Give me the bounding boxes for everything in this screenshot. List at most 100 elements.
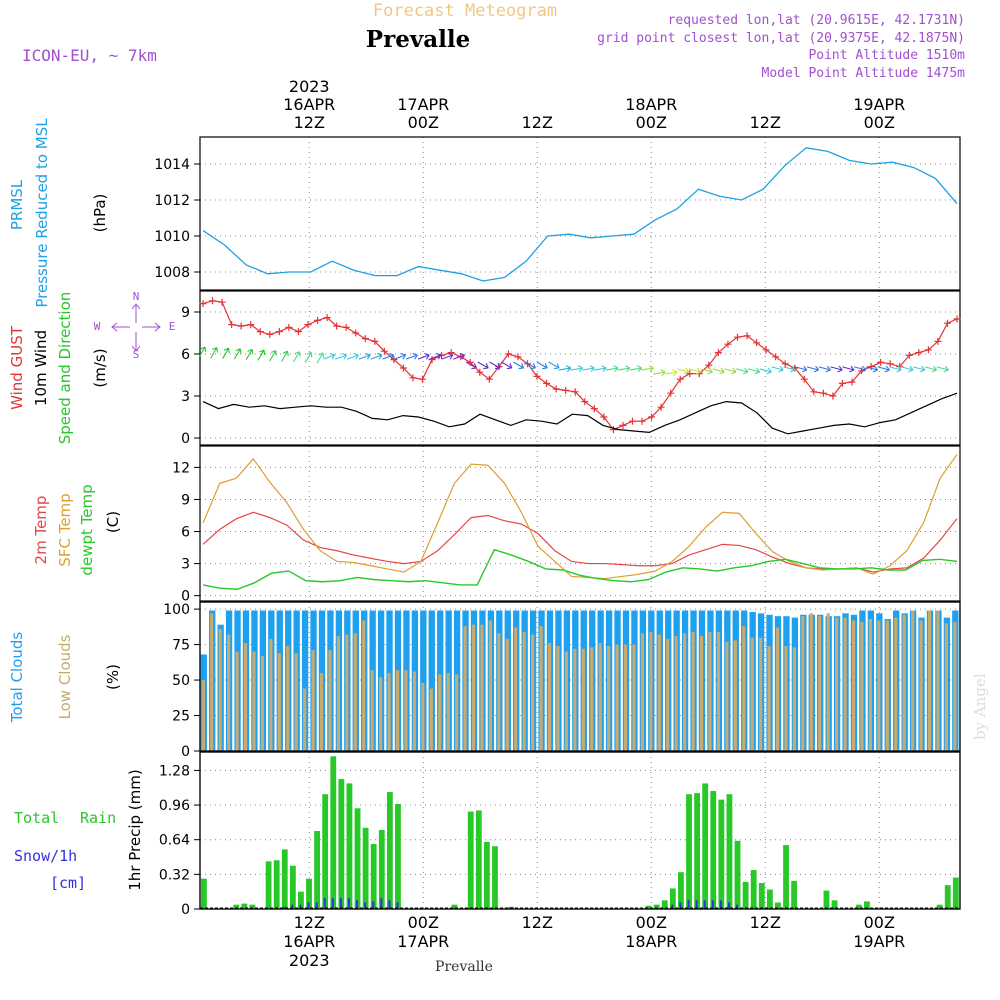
wind-gust-label: Wind GUST	[8, 325, 26, 410]
rain-bar	[758, 883, 765, 909]
wind-arrow-shape	[936, 365, 949, 373]
wind-arrow-shape	[257, 349, 266, 361]
low-cloud-bar	[733, 640, 737, 751]
wind-arrow-shape	[712, 367, 725, 375]
wind-arrow	[358, 353, 371, 360]
low-cloud-bar	[345, 634, 349, 751]
cloud-unit: (%)	[104, 664, 122, 690]
rain-bar	[783, 845, 789, 909]
low-cloud-bar	[809, 613, 813, 751]
wind-arrow	[842, 365, 855, 373]
low-cloud-bar	[471, 624, 476, 751]
top-time-label: 17APR	[397, 95, 449, 114]
gust-marker	[543, 379, 551, 387]
top-time-label: 18APR	[625, 95, 677, 114]
wind-arrow-shape	[795, 365, 808, 373]
gust-marker	[476, 368, 484, 376]
gust-marker	[247, 321, 255, 329]
dewpt-line	[202, 548, 958, 590]
ytick-label: 6	[181, 525, 190, 541]
ytick-label: 0	[181, 589, 190, 605]
precip-label-b: Snow/1h	[14, 847, 77, 865]
gust-marker	[810, 388, 818, 396]
wind-arrow-shape	[536, 361, 548, 370]
ytick-label: 0.32	[159, 867, 190, 883]
wind-arrow-shape	[629, 365, 643, 373]
wind-arrow-shape	[316, 352, 325, 364]
gust-marker	[504, 350, 512, 358]
rain-bar	[475, 810, 482, 909]
wind-arrow-shape	[429, 353, 442, 360]
snow-bar	[695, 900, 698, 909]
gust-marker	[609, 426, 617, 434]
snow-bar	[687, 900, 690, 909]
rain-bar	[241, 903, 248, 909]
snow-bar	[323, 898, 326, 909]
panel-frame	[199, 601, 961, 752]
snow-bar	[347, 898, 350, 909]
wind-arrow-shape	[913, 365, 926, 373]
wind-arrow	[335, 353, 348, 360]
wind-arrow-shape	[924, 365, 938, 373]
wind-arrow	[429, 353, 442, 360]
gust-marker	[419, 375, 427, 383]
low-cloud-bar	[742, 626, 746, 751]
gust-marker	[209, 297, 217, 305]
gust-marker	[733, 333, 741, 341]
low-cloud-bar	[826, 613, 830, 751]
rain-bar	[281, 849, 288, 909]
precip-label-a: Total	[14, 809, 59, 827]
wind-arrow-shape	[771, 365, 784, 373]
top-time-label: 00Z	[864, 113, 895, 132]
wind-arrow-shape	[198, 346, 207, 358]
rain-bar	[492, 846, 498, 909]
wind-arrow	[316, 352, 325, 364]
low-cloud-bar	[218, 628, 222, 751]
wind-arrow	[771, 365, 784, 373]
wind-arrow	[210, 347, 218, 359]
low-cloud-bar	[683, 633, 687, 751]
gust-marker	[657, 403, 665, 411]
gust-marker	[533, 372, 541, 380]
wind-arrow-shape	[641, 365, 654, 373]
low-cloud-bar	[319, 672, 324, 751]
wind-arrow	[830, 365, 843, 373]
gust-marker	[361, 335, 369, 343]
pressure-label-a: PRMSL	[8, 179, 26, 230]
low-cloud-bar	[868, 619, 873, 751]
wind10m-line	[202, 392, 958, 435]
low-cloud-bar	[379, 677, 383, 751]
snow-bar	[339, 898, 342, 909]
rain-bar	[645, 905, 652, 909]
gust-marker	[342, 323, 350, 331]
gust-marker	[294, 328, 302, 336]
ytick-label: 1012	[154, 193, 190, 209]
wind-arrow-shape	[477, 361, 489, 370]
gust-marker	[800, 375, 808, 383]
low-cloud-bar	[488, 620, 493, 751]
rain-bar	[386, 792, 393, 909]
gust-marker	[562, 386, 570, 394]
low-cloud-bar	[649, 631, 653, 751]
gust-marker	[571, 388, 579, 396]
wind-arrow	[724, 367, 737, 375]
low-cloud-label: Low Clouds	[56, 634, 74, 719]
bottom-time-label: 12Z	[522, 913, 553, 932]
wind-arrow	[370, 353, 383, 360]
low-cloud-bar	[353, 633, 357, 751]
gust-marker	[428, 356, 436, 364]
wind-arrow	[417, 353, 430, 360]
ytick-label: 0.64	[159, 833, 190, 849]
rain-bar	[669, 888, 676, 909]
low-cloud-bar	[243, 643, 248, 751]
low-cloud-bar	[387, 672, 391, 751]
wind-arrow-shape	[842, 365, 855, 373]
wind-arrow	[889, 365, 902, 373]
rain-bar	[718, 799, 725, 909]
low-cloud-bar	[497, 633, 501, 751]
low-cloud-bar	[522, 631, 526, 751]
rain-bar	[702, 783, 709, 909]
wind-arrow-shape	[747, 367, 761, 375]
panel-frame	[199, 751, 961, 910]
